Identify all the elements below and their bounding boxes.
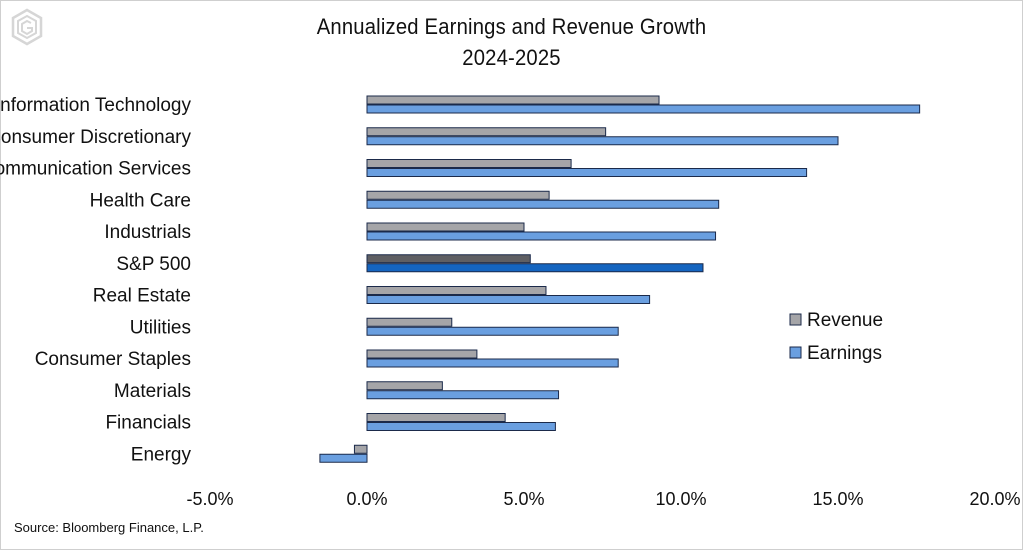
legend-swatch-earnings	[789, 346, 802, 359]
x-tick-label: 20.0%	[969, 489, 1020, 509]
bar-revenue-industrials	[366, 222, 525, 232]
bar-revenue-communication-services	[366, 159, 572, 168]
bar-earnings-consumer-staples	[366, 358, 619, 368]
category-label-energy: Energy	[131, 444, 192, 465]
bar-earnings-sandp-500	[366, 263, 704, 273]
category-label-sandp-500: S&P 500	[116, 254, 191, 275]
bar-earnings-industrials	[366, 231, 717, 241]
x-axis-ticks: -5.0% 0.0% 5.0% 10.0% 15.0% 20.0%	[186, 489, 1020, 509]
bar-earnings-materials	[366, 390, 560, 400]
bar-revenue-sandp-500	[366, 254, 531, 264]
category-label-communication-services: Communication Services	[0, 159, 191, 180]
legend-swatch-revenue	[789, 313, 802, 326]
category-label-consumer-staples: Consumer Staples	[35, 349, 191, 370]
category-label-industrials: Industrials	[104, 222, 191, 243]
bar-revenue-materials	[366, 381, 443, 391]
bar-earnings-communication-services	[366, 168, 808, 177]
bar-revenue-health-care	[366, 190, 550, 200]
category-labels: Information Technology Consumer Discretio…	[0, 95, 191, 465]
category-label-health-care: Health Care	[90, 190, 191, 211]
bar-revenue-real-estate	[366, 286, 547, 295]
legend-label-earnings: Earnings	[807, 343, 882, 364]
category-label-information-technology: Information Technology	[0, 95, 191, 116]
bar-earnings-health-care	[366, 199, 720, 209]
category-label-utilities: Utilities	[130, 317, 191, 338]
hexagon-g-logo-icon	[11, 8, 43, 46]
chart-subtitle: 2024-2025	[462, 45, 561, 70]
bar-revenue-utilities	[366, 317, 453, 327]
bar-revenue-consumer-staples	[366, 349, 478, 359]
bar-revenue-consumer-discretionary	[366, 127, 607, 137]
bar-revenue-energy	[353, 444, 368, 454]
legend: Revenue Earnings	[789, 310, 883, 364]
category-label-real-estate: Real Estate	[93, 286, 191, 307]
source-note: Source: Bloomberg Finance, L.P.	[14, 520, 204, 535]
x-tick-label: 15.0%	[812, 489, 863, 509]
category-label-financials: Financials	[105, 413, 191, 434]
category-label-materials: Materials	[114, 381, 191, 402]
legend-label-revenue: Revenue	[807, 310, 883, 331]
bar-revenue-information-technology	[366, 95, 660, 105]
bar-earnings-information-technology	[366, 104, 921, 114]
bar-revenue-financials	[366, 413, 506, 422]
bar-earnings-consumer-discretionary	[366, 136, 839, 146]
bar-earnings-financials	[366, 422, 556, 431]
chart-title: Annualized Earnings and Revenue Growth	[316, 14, 707, 39]
bar-earnings-utilities	[366, 326, 619, 336]
x-tick-label: 5.0%	[503, 489, 544, 509]
category-label-consumer-discretionary: Consumer Discretionary	[0, 127, 191, 148]
bar-earnings-real-estate	[366, 295, 651, 304]
x-tick-label: -5.0%	[186, 489, 233, 509]
x-tick-label: 0.0%	[346, 489, 387, 509]
bar-earnings-energy	[319, 453, 368, 463]
bars	[319, 95, 921, 463]
x-tick-label: 10.0%	[655, 489, 706, 509]
